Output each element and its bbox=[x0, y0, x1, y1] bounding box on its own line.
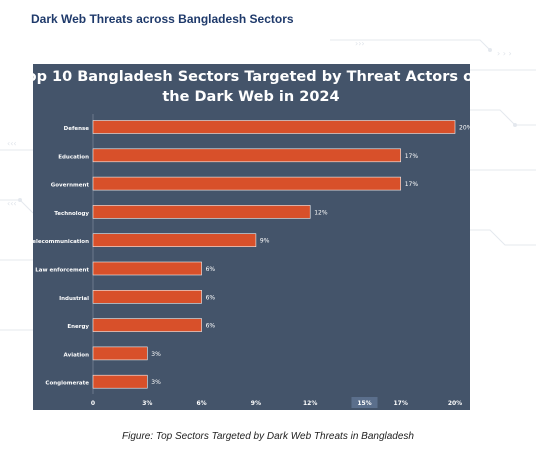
figure-caption: Figure: Top Sectors Targeted by Dark Web… bbox=[121, 431, 414, 442]
bar-industrial bbox=[92, 290, 202, 304]
data-label: 9% bbox=[260, 238, 270, 245]
x-tick-label: 9% bbox=[251, 400, 261, 407]
svg-text:‹‹‹: ‹‹‹ bbox=[7, 139, 17, 148]
bar-technology bbox=[92, 205, 311, 219]
data-label: 6% bbox=[206, 323, 216, 330]
category-label: Aviation bbox=[64, 352, 90, 358]
svg-text:‹‹‹: ‹‹‹ bbox=[7, 199, 17, 208]
data-label: 17% bbox=[405, 153, 419, 160]
category-label: Government bbox=[51, 183, 90, 189]
bar-telecommunication bbox=[92, 233, 257, 247]
svg-text:› › ›: › › › bbox=[497, 49, 512, 58]
data-label: 6% bbox=[206, 294, 216, 301]
x-tick-label: 17% bbox=[394, 400, 408, 407]
data-label: 3% bbox=[151, 379, 161, 386]
bar-law-enforcement bbox=[92, 261, 202, 276]
x-tick-label: 6% bbox=[197, 400, 207, 407]
bar-chart: Top 10 Bangladesh Sectors Targeted by Th… bbox=[33, 64, 470, 410]
bar-conglomerate bbox=[92, 374, 148, 389]
category-label: Technology bbox=[54, 211, 89, 217]
x-tick-label: 15% bbox=[357, 400, 371, 407]
category-label: Conglomerate bbox=[45, 381, 89, 387]
bar-education bbox=[92, 148, 402, 163]
x-tick-label: 20% bbox=[448, 400, 462, 407]
bar-energy bbox=[92, 318, 202, 332]
x-tick-label: 12% bbox=[303, 400, 317, 407]
highlighted-tick-box bbox=[351, 397, 378, 408]
svg-text:›››: ››› bbox=[355, 39, 365, 48]
bar-government bbox=[92, 176, 402, 191]
x-tick-label: 0 bbox=[91, 400, 95, 407]
section-heading: Dark Web Threats across Bangladesh Secto… bbox=[31, 12, 294, 26]
category-label: Telecommunication bbox=[33, 239, 89, 245]
category-label: Energy bbox=[67, 324, 89, 330]
chart-title-line-2: the Dark Web in 2024 bbox=[162, 89, 339, 105]
data-label: 12% bbox=[314, 209, 328, 216]
bar-aviation bbox=[92, 346, 148, 361]
x-tick-label: 3% bbox=[142, 400, 152, 407]
data-label: 17% bbox=[405, 181, 419, 188]
bar-defense bbox=[92, 120, 456, 134]
category-label: Defense bbox=[64, 126, 90, 132]
category-label: Education bbox=[58, 154, 89, 160]
data-label: 3% bbox=[151, 351, 161, 358]
chart-title-line-1: Top 10 Bangladesh Sectors Targeted by Th… bbox=[33, 69, 470, 85]
category-label: Industrial bbox=[59, 296, 89, 302]
category-label: Law enforcement bbox=[35, 268, 89, 274]
data-label: 20% bbox=[459, 125, 470, 132]
data-label: 6% bbox=[206, 266, 216, 273]
chart-canvas: Top 10 Bangladesh Sectors Targeted by Th… bbox=[33, 69, 470, 408]
